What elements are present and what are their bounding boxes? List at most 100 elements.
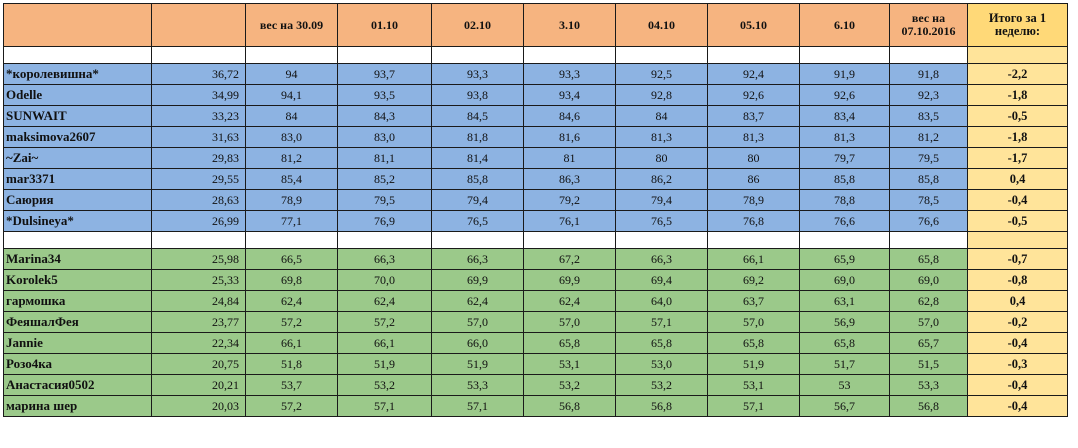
weekly-total-cell[interactable]: -0,4 xyxy=(967,374,1068,396)
empty-cell[interactable] xyxy=(431,46,524,64)
weekly-total-cell[interactable]: -0,5 xyxy=(967,210,1068,232)
start-value-cell[interactable]: 24,84 xyxy=(151,290,246,312)
empty-cell[interactable] xyxy=(245,231,338,249)
weight-cell[interactable]: 65,8 xyxy=(889,248,968,270)
weight-cell[interactable]: 76,5 xyxy=(615,210,708,232)
weight-cell[interactable]: 81 xyxy=(523,147,616,169)
header-date-cell[interactable]: вес на 30.09 xyxy=(245,3,338,47)
participant-name-cell[interactable]: *Dulsineya* xyxy=(3,210,152,232)
weight-cell[interactable]: 81,3 xyxy=(799,126,890,148)
weight-cell[interactable]: 81,1 xyxy=(337,147,432,169)
weekly-total-cell[interactable]: 0,4 xyxy=(967,290,1068,312)
weight-cell[interactable]: 57,2 xyxy=(337,311,432,333)
start-value-cell[interactable]: 36,72 xyxy=(151,63,246,85)
weight-cell[interactable]: 94,1 xyxy=(245,84,338,106)
weight-cell[interactable]: 76,8 xyxy=(707,210,800,232)
weight-cell[interactable]: 86,2 xyxy=(615,168,708,190)
weight-cell[interactable]: 91,8 xyxy=(889,63,968,85)
weight-cell[interactable]: 79,4 xyxy=(431,189,524,211)
start-value-cell[interactable]: 25,98 xyxy=(151,248,246,270)
weight-cell[interactable]: 66,3 xyxy=(337,248,432,270)
empty-cell[interactable] xyxy=(967,46,1068,64)
header-date-cell[interactable]: вес на 07.10.2016 xyxy=(889,3,968,47)
weight-cell[interactable]: 51,9 xyxy=(337,353,432,375)
weight-cell[interactable]: 53 xyxy=(799,374,890,396)
weight-cell[interactable]: 65,7 xyxy=(889,332,968,354)
weight-cell[interactable]: 57,1 xyxy=(337,395,432,417)
weight-cell[interactable]: 53,1 xyxy=(707,374,800,396)
weight-cell[interactable]: 84 xyxy=(615,105,708,127)
weight-cell[interactable]: 78,8 xyxy=(799,189,890,211)
weight-cell[interactable]: 62,4 xyxy=(245,290,338,312)
weight-cell[interactable]: 80 xyxy=(615,147,708,169)
weight-cell[interactable]: 86,3 xyxy=(523,168,616,190)
weight-cell[interactable]: 65,8 xyxy=(707,332,800,354)
weight-cell[interactable]: 56,8 xyxy=(615,395,708,417)
participant-name-cell[interactable]: Korolek5 xyxy=(3,269,152,291)
weight-cell[interactable]: 79,4 xyxy=(615,189,708,211)
weight-cell[interactable]: 84 xyxy=(245,105,338,127)
weight-cell[interactable]: 79,2 xyxy=(523,189,616,211)
participant-name-cell[interactable]: Odelle xyxy=(3,84,152,106)
weight-cell[interactable]: 56,8 xyxy=(889,395,968,417)
empty-cell[interactable] xyxy=(523,231,616,249)
weight-cell[interactable]: 57,0 xyxy=(707,311,800,333)
weight-cell[interactable]: 94 xyxy=(245,63,338,85)
empty-cell[interactable] xyxy=(615,46,708,64)
weight-cell[interactable]: 92,8 xyxy=(615,84,708,106)
header-start-cell[interactable] xyxy=(151,3,246,47)
weight-cell[interactable]: 77,1 xyxy=(245,210,338,232)
start-value-cell[interactable]: 33,23 xyxy=(151,105,246,127)
weight-cell[interactable]: 79,5 xyxy=(889,147,968,169)
weight-cell[interactable]: 93,5 xyxy=(337,84,432,106)
empty-cell[interactable] xyxy=(337,231,432,249)
empty-cell[interactable] xyxy=(337,46,432,64)
weight-cell[interactable]: 57,0 xyxy=(889,311,968,333)
weight-cell[interactable]: 78,9 xyxy=(707,189,800,211)
weight-cell[interactable]: 83,5 xyxy=(889,105,968,127)
weight-cell[interactable]: 93,3 xyxy=(431,63,524,85)
weight-cell[interactable]: 92,4 xyxy=(707,63,800,85)
weight-cell[interactable]: 66,3 xyxy=(615,248,708,270)
participant-name-cell[interactable]: SUNWAIT xyxy=(3,105,152,127)
weight-cell[interactable]: 57,1 xyxy=(707,395,800,417)
weight-cell[interactable]: 69,9 xyxy=(523,269,616,291)
weight-cell[interactable]: 63,1 xyxy=(799,290,890,312)
weight-cell[interactable]: 66,0 xyxy=(431,332,524,354)
empty-cell[interactable] xyxy=(151,231,246,249)
participant-name-cell[interactable]: марина шер xyxy=(3,395,152,417)
weight-cell[interactable]: 76,5 xyxy=(431,210,524,232)
weight-cell[interactable]: 57,0 xyxy=(523,311,616,333)
weekly-total-cell[interactable]: -0,8 xyxy=(967,269,1068,291)
weight-cell[interactable]: 66,5 xyxy=(245,248,338,270)
empty-cell[interactable] xyxy=(707,46,800,64)
start-value-cell[interactable]: 26,99 xyxy=(151,210,246,232)
weight-cell[interactable]: 92,6 xyxy=(799,84,890,106)
weight-cell[interactable]: 53,2 xyxy=(615,374,708,396)
weight-cell[interactable]: 69,0 xyxy=(799,269,890,291)
weight-cell[interactable]: 69,2 xyxy=(707,269,800,291)
weight-cell[interactable]: 84,6 xyxy=(523,105,616,127)
weight-cell[interactable]: 66,1 xyxy=(245,332,338,354)
weight-cell[interactable]: 66,1 xyxy=(707,248,800,270)
header-date-cell[interactable]: 04.10 xyxy=(615,3,708,47)
weight-cell[interactable]: 92,5 xyxy=(615,63,708,85)
weight-cell[interactable]: 92,3 xyxy=(889,84,968,106)
weight-cell[interactable]: 85,2 xyxy=(337,168,432,190)
weight-cell[interactable]: 78,9 xyxy=(245,189,338,211)
weekly-total-cell[interactable]: -0,4 xyxy=(967,189,1068,211)
empty-cell[interactable] xyxy=(799,46,890,64)
header-total-cell[interactable]: Итого за 1 неделю: xyxy=(967,3,1068,47)
participant-name-cell[interactable]: maksimova2607 xyxy=(3,126,152,148)
header-name-cell[interactable] xyxy=(3,3,152,47)
weight-cell[interactable]: 85,8 xyxy=(431,168,524,190)
start-value-cell[interactable]: 22,34 xyxy=(151,332,246,354)
weight-cell[interactable]: 51,7 xyxy=(799,353,890,375)
participant-name-cell[interactable]: Анастасия0502 xyxy=(3,374,152,396)
weight-cell[interactable]: 93,8 xyxy=(431,84,524,106)
participant-name-cell[interactable]: ФеяшалФея xyxy=(3,311,152,333)
weekly-total-cell[interactable]: -2,2 xyxy=(967,63,1068,85)
weight-cell[interactable]: 84,5 xyxy=(431,105,524,127)
weekly-total-cell[interactable]: -0,7 xyxy=(967,248,1068,270)
weight-cell[interactable]: 56,8 xyxy=(523,395,616,417)
